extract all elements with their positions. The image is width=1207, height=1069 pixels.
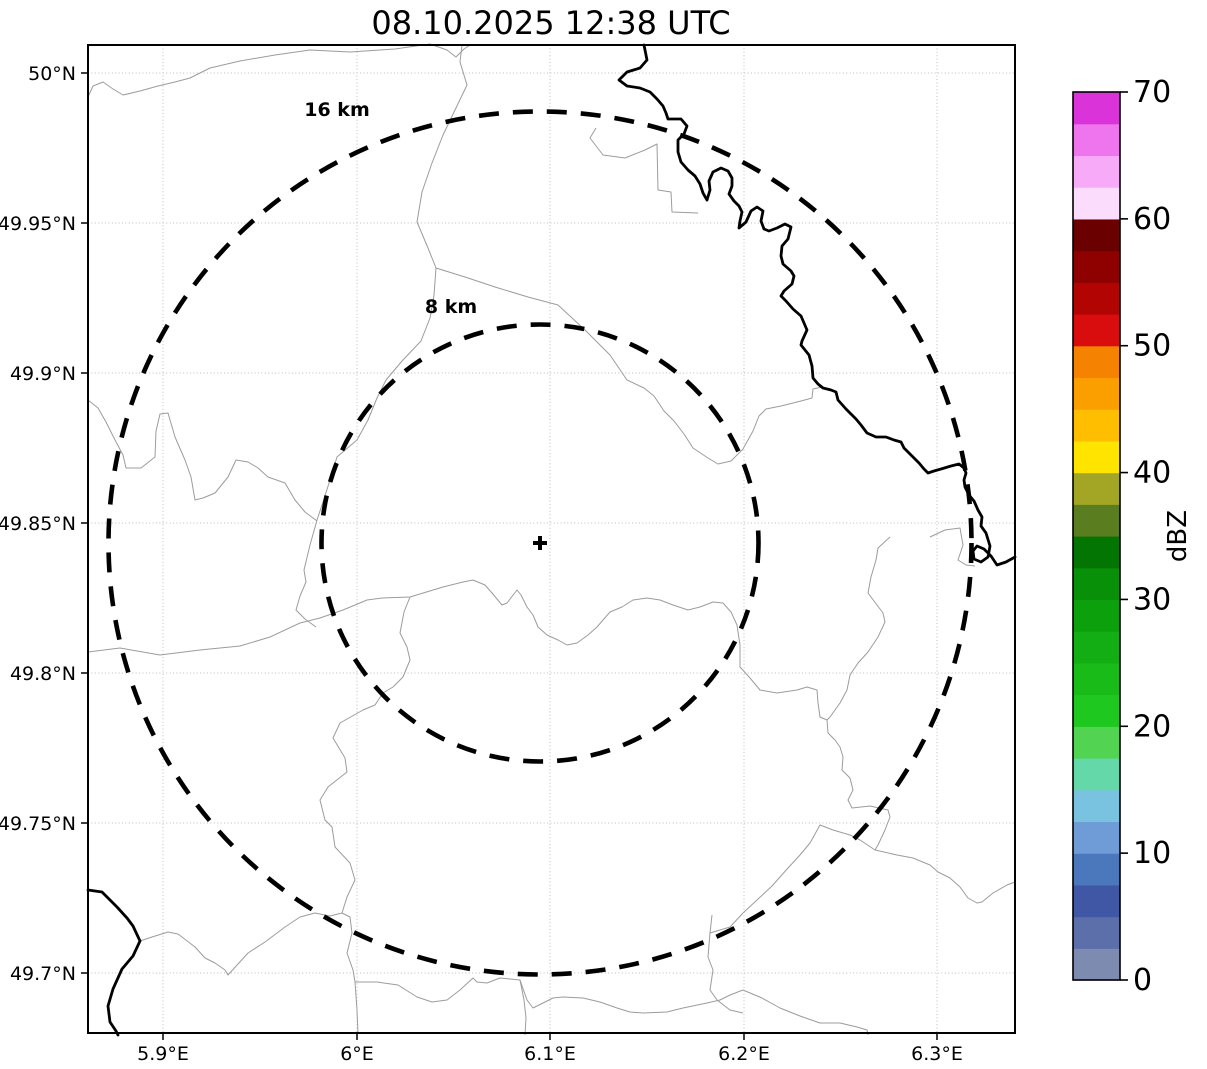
colorbar-band [1073, 504, 1120, 537]
colorbar-band [1073, 916, 1120, 949]
colorbar-tick-label: 10 [1133, 836, 1171, 871]
colorbar-unit-label: dBZ [1163, 510, 1193, 562]
colorbar-band [1073, 282, 1120, 315]
colorbar-band [1073, 409, 1120, 442]
admin-boundary-line [709, 912, 744, 934]
admin-boundary-line [826, 536, 1016, 904]
colorbar-tick-label: 70 [1133, 75, 1171, 110]
colorbar-band [1073, 187, 1120, 220]
colorbar-tick-label: 20 [1133, 709, 1171, 744]
country-border-lines [86, 43, 1017, 1037]
colorbar: 0 10 20 30 40 50 60 70 [1073, 75, 1171, 998]
admin-boundary-lines [87, 43, 1016, 1036]
colorbar-band [1073, 567, 1120, 601]
colorbar-band [1073, 884, 1120, 918]
colorbar-band [1073, 472, 1120, 505]
gridlines [88, 45, 1015, 1033]
x-tick-label: 6.1°E [524, 1043, 576, 1065]
colorbar-band [1073, 218, 1120, 252]
country-border-line [86, 888, 142, 1037]
colorbar-band [1073, 377, 1120, 410]
admin-boundary-line [87, 399, 318, 522]
radar-center-marker [533, 536, 547, 550]
x-tick-label: 6.2°E [718, 1043, 770, 1065]
admin-boundary-line [355, 977, 869, 1036]
admin-boundary-line [519, 979, 527, 1036]
y-axis: 50°N 49.95°N 49.9°N 49.85°N 49.8°N 49.75°N 49.… [0, 63, 88, 985]
y-tick-label: 49.9°N [10, 363, 76, 385]
admin-boundary-line [707, 914, 744, 1014]
colorbar-tick-label: 0 [1133, 963, 1152, 998]
admin-boundary-line [295, 44, 468, 628]
admin-boundary-line [435, 267, 823, 465]
colorbar-band [1073, 948, 1120, 981]
colorbar-band [1073, 250, 1120, 283]
y-tick-label: 49.7°N [10, 963, 76, 985]
range-ring-label-8km: 8 km [425, 296, 477, 318]
colorbar-band [1073, 314, 1120, 347]
colorbar-band [1073, 536, 1120, 569]
x-tick-label: 5.9°E [137, 1043, 189, 1065]
admin-boundary-line [139, 912, 343, 976]
range-ring-outer [106, 109, 974, 977]
colorbar-band [1073, 345, 1120, 379]
colorbar-band [1073, 758, 1120, 791]
range-ring-label-16km: 16 km [304, 99, 370, 121]
x-tick-label: 6.3°E [911, 1043, 963, 1065]
country-border-line [617, 43, 1017, 567]
range-ring-inner [319, 322, 761, 764]
colorbar-tick-label: 40 [1133, 456, 1171, 491]
colorbar-tick-label: 50 [1133, 329, 1171, 364]
plot-title: 08.10.2025 12:38 UTC [371, 4, 730, 42]
colorbar-band [1073, 821, 1120, 854]
admin-boundary-line [589, 127, 699, 214]
colorbar-band [1073, 599, 1120, 632]
y-tick-label: 49.95°N [0, 213, 76, 235]
x-tick-label: 6°E [340, 1043, 374, 1065]
colorbar-tick-label: 60 [1133, 202, 1171, 237]
admin-boundary-line [87, 43, 471, 98]
colorbar-band [1073, 694, 1120, 727]
admin-boundary-line [87, 579, 828, 721]
colorbar-band [1073, 662, 1120, 696]
colorbar-band [1073, 631, 1120, 664]
x-axis: 5.9°E 6°E 6.1°E 6.2°E 6.3°E [137, 1033, 963, 1065]
admin-boundary-line [929, 527, 976, 567]
colorbar-border [1072, 91, 1121, 981]
colorbar-band [1073, 92, 1120, 125]
colorbar-band [1073, 726, 1120, 759]
plot-border [87, 44, 1016, 1034]
colorbar-band [1073, 789, 1120, 823]
y-tick-label: 49.8°N [10, 663, 76, 685]
colorbar-tick-label: 30 [1133, 582, 1171, 617]
colorbar-band [1073, 853, 1120, 886]
y-tick-label: 49.75°N [0, 813, 76, 835]
colorbar-band [1073, 123, 1120, 157]
colorbar-band [1073, 155, 1120, 188]
admin-boundary-line [319, 596, 411, 1034]
colorbar-band [1073, 440, 1120, 474]
y-tick-label: 49.85°N [0, 513, 76, 535]
y-tick-label: 50°N [28, 63, 76, 85]
